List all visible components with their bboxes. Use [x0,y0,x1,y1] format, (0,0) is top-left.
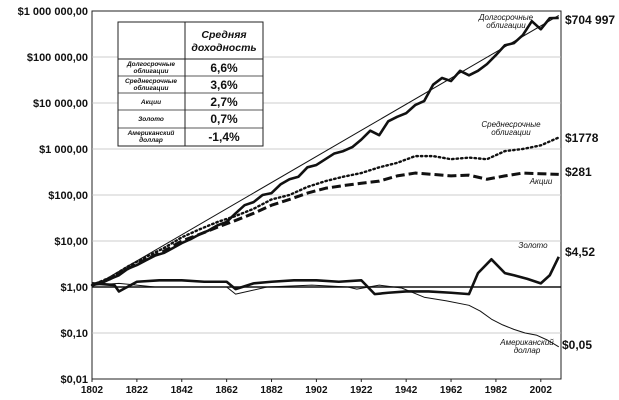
series-name-bonds: Среднесрочные облигации [481,120,541,137]
table-row-value: 3,6% [210,78,238,92]
x-tick-label: 1802 [81,385,104,396]
end-value-dollar: $0,05 [562,338,592,352]
y-tick-label: $0,01 [60,374,88,386]
x-tick-label: 1902 [305,385,328,396]
series-line-stocks [91,16,559,287]
y-tick-label: $1 000 000,00 [18,6,88,18]
series-line-gold [91,256,560,296]
end-value-gold: $4,52 [565,245,595,259]
series-line-bonds [90,136,560,287]
table-row-value: 2,7% [210,95,238,109]
series-labels: $704 997 $1778 $281 $4,52 $0,05 Долгосрочные о… [478,13,615,355]
y-tick-label: $100 000,00 [27,52,88,64]
x-tick-label: 1962 [440,385,463,396]
trend-line [91,15,560,288]
y-tick-label: $10,00 [54,236,88,248]
x-tick-label: 1862 [216,385,239,396]
x-tick-label: 1882 [260,385,283,396]
table-row-name: Долгосрочные облигации [126,61,175,75]
table-row-value: 0,7% [210,112,238,126]
x-tick-label: 1982 [485,385,508,396]
series-layer [90,15,560,348]
x-tick-label: 2002 [530,385,553,396]
x-tick-label: 1922 [350,385,373,396]
series-line-bills [91,171,559,287]
series-name-gold: Золото [518,241,548,250]
y-tick-label: $1,00 [60,282,88,294]
end-value-bills: $281 [565,165,592,179]
x-tick-label: 1942 [395,385,418,396]
x-tick-label: 1842 [171,385,194,396]
y-tick-label: $100,00 [48,190,88,202]
table-row-value: 6,6% [210,61,238,75]
table-row-name: Среднесрочные облигации [125,77,177,92]
x-axis: 1802 1822 1842 1862 1882 1902 1922 1942 1962 1982… [81,379,552,396]
table-row-name: Американский доллар [127,129,175,144]
table-row-name: Акции [140,99,161,106]
y-axis: $1 000 000,00 $100 000,00 $10 000,00 $1 000… [18,6,88,386]
series-name-stocks: Долгосрочные облигации [478,13,534,30]
returns-table: Средняя доходность Долгосрочные облигации … [117,21,264,147]
table-header: Средняя доходность [191,29,256,54]
end-value-stocks: $704 997 [565,13,615,27]
y-tick-label: $10 000,00 [33,98,88,110]
table-row-value: -1,4% [208,130,240,144]
y-tick-label: $0,10 [60,328,88,340]
y-tick-label: $1 000,00 [39,144,88,156]
series-line-dollar [91,282,560,348]
end-value-bonds: $1778 [565,131,599,145]
table-row-name: Золото [138,116,164,123]
series-name-bills: Акции [529,177,553,186]
x-tick-label: 1822 [126,385,149,396]
series-name-dollar: Американский доллар [499,338,554,355]
